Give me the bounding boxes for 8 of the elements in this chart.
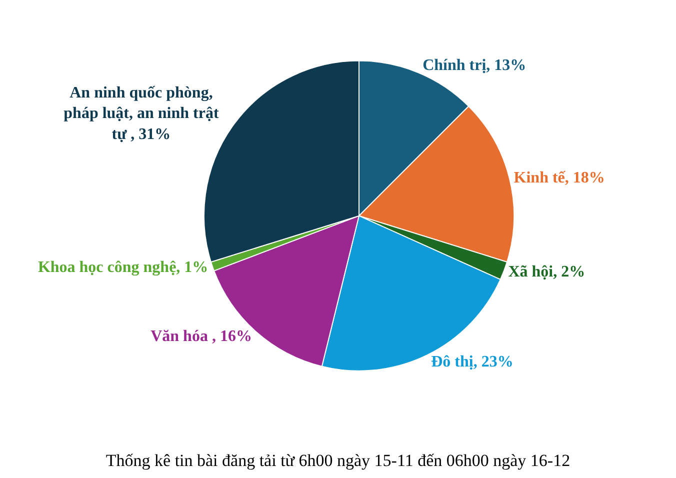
- slice-label: Khoa học công nghệ, 1%: [38, 258, 208, 276]
- slice-label: Xã hội, 2%: [508, 263, 586, 280]
- slice-label: Đô thị, 23%: [431, 354, 514, 371]
- slice-label: Văn hóa , 16%: [150, 328, 252, 346]
- slice-label: An ninh quốc phòng, pháp luật, an ninh trật tự , 31%: [64, 84, 220, 143]
- slice-label: Kinh tế, 18%: [514, 170, 605, 187]
- slice-label: Chính trị, 13%: [422, 56, 526, 74]
- text: Thống kê tin bài đăng tải từ 6h00 ngày 15-11 đến 06h00 ngày 16-12: [106, 451, 570, 470]
